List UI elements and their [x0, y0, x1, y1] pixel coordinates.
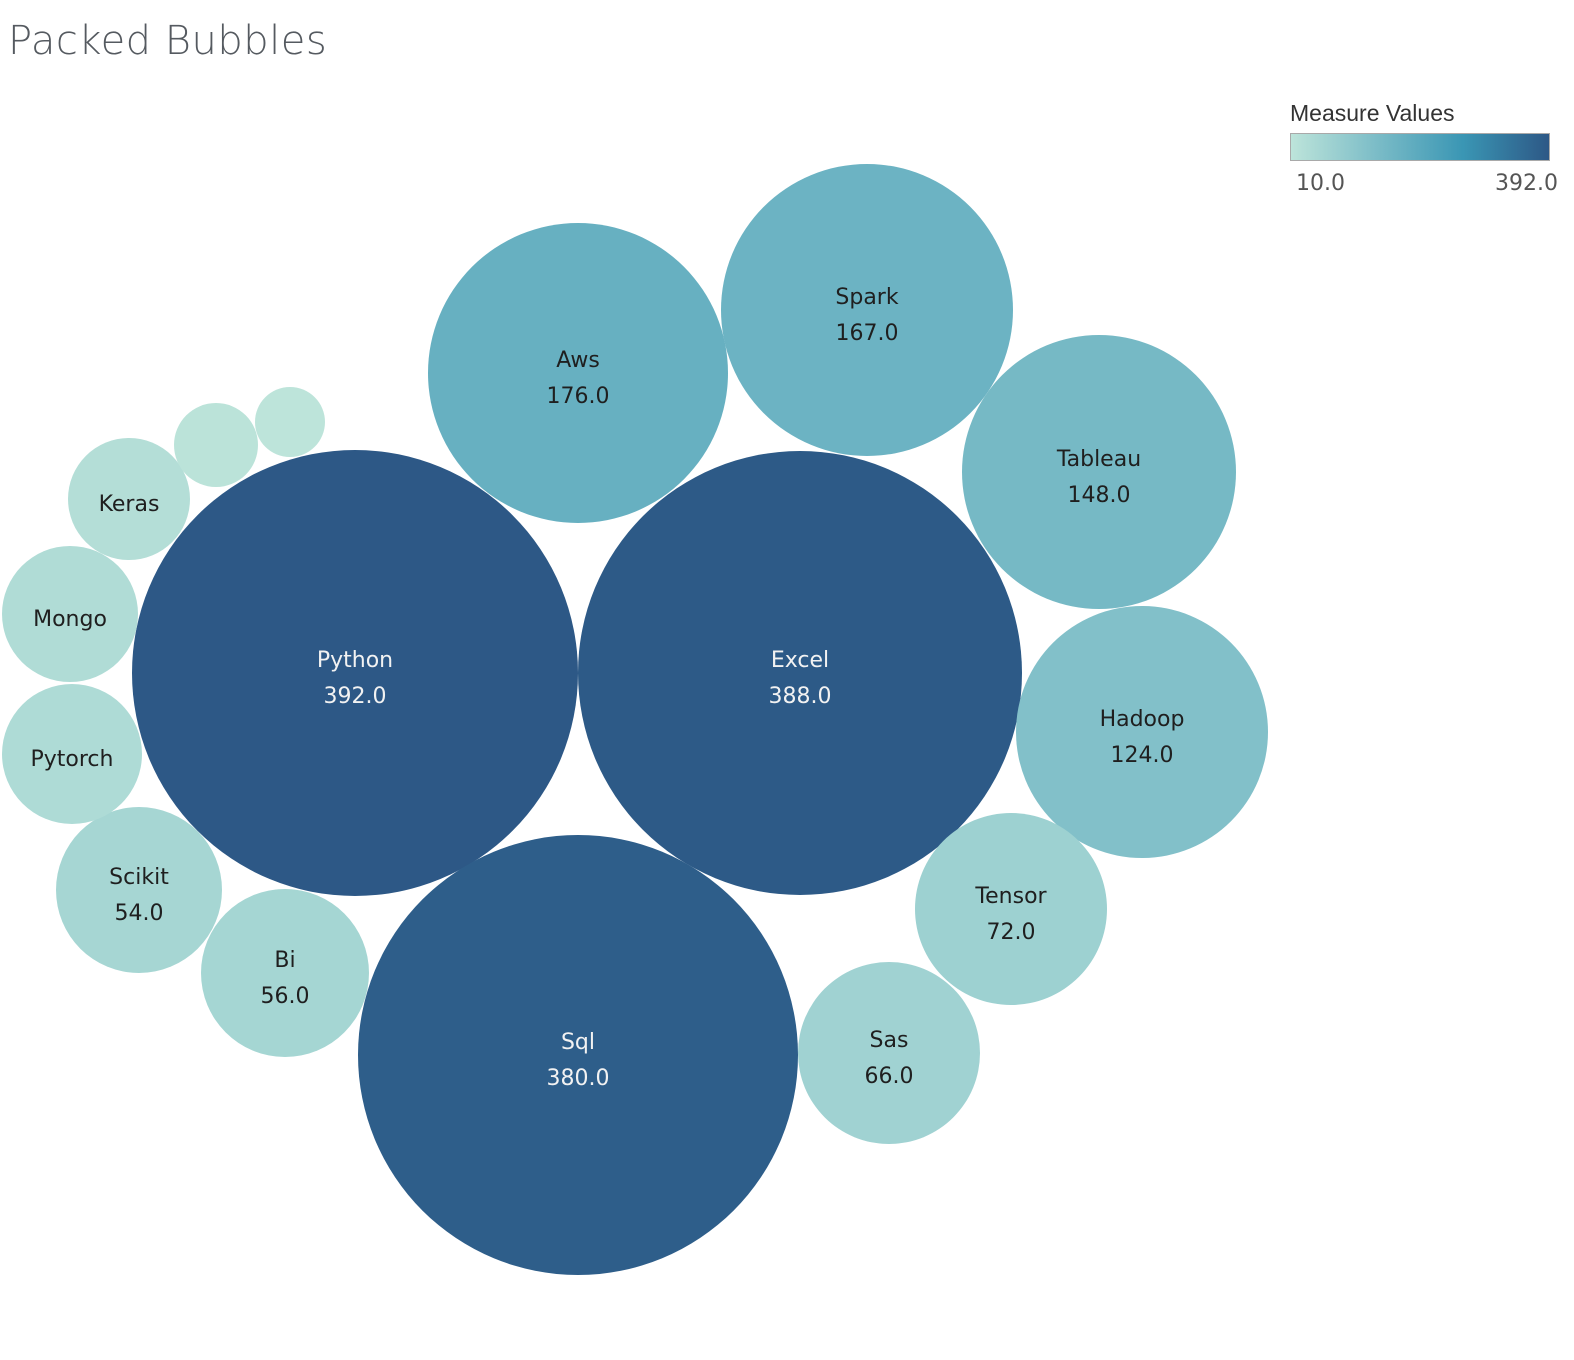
legend-title: Measure Values	[1290, 100, 1455, 126]
bubble-circle[interactable]	[428, 223, 728, 523]
bubble-value-label: 56.0	[261, 984, 310, 1009]
bubble-label: Sas	[870, 1028, 909, 1053]
bubble-unlabeled-14[interactable]	[174, 403, 258, 487]
bubble-value-label: 176.0	[547, 384, 610, 409]
bubble-circle[interactable]	[2, 684, 142, 824]
legend-labels: 10.0 392.0	[1290, 171, 1560, 201]
bubble-circle[interactable]	[201, 889, 369, 1057]
bubble-value-label: 72.0	[987, 920, 1036, 945]
bubble-bi[interactable]: Bi 56.0	[201, 889, 369, 1057]
bubble-circle[interactable]	[255, 387, 325, 457]
bubble-aws[interactable]: Aws 176.0	[428, 223, 728, 523]
bubble-value-label: 148.0	[1068, 483, 1131, 508]
bubble-scikit[interactable]: Scikit 54.0	[56, 807, 222, 973]
bubble-keras[interactable]: Keras	[68, 438, 190, 560]
bubble-circle[interactable]	[721, 164, 1013, 456]
bubble-label: Python	[317, 648, 393, 673]
bubble-python[interactable]: Python 392.0	[132, 450, 578, 896]
bubble-circle[interactable]	[915, 813, 1107, 1005]
bubble-value-label: 54.0	[115, 901, 164, 926]
bubble-label: Pytorch	[31, 747, 114, 772]
bubble-value-label: 392.0	[324, 684, 387, 709]
bubble-unlabeled-15[interactable]	[255, 387, 325, 457]
bubble-label: Sql	[561, 1030, 595, 1055]
bubble-sas[interactable]: Sas 66.0	[798, 962, 980, 1144]
bubble-value-label: 124.0	[1111, 743, 1174, 768]
bubble-label: Scikit	[109, 865, 169, 890]
bubble-circle[interactable]	[68, 438, 190, 560]
bubble-label: Tensor	[974, 884, 1047, 909]
bubble-label: Tableau	[1056, 447, 1141, 472]
bubble-label: Spark	[835, 285, 898, 310]
bubble-pytorch[interactable]: Pytorch	[2, 684, 142, 824]
bubble-tableau[interactable]: Tableau 148.0	[962, 335, 1236, 609]
bubble-label: Excel	[771, 648, 829, 673]
bubble-label: Keras	[99, 492, 160, 517]
bubble-label: Bi	[274, 948, 295, 973]
legend-min-label: 10.0	[1296, 171, 1345, 196]
bubble-label: Mongo	[33, 607, 107, 632]
bubble-value-label: 388.0	[769, 684, 832, 709]
bubble-circle[interactable]	[798, 962, 980, 1144]
bubble-sql[interactable]: Sql 380.0	[358, 835, 798, 1275]
bubble-tensor[interactable]: Tensor 72.0	[915, 813, 1107, 1005]
bubble-value-label: 380.0	[547, 1066, 610, 1091]
bubble-circle[interactable]	[578, 451, 1022, 895]
legend-gradient	[1290, 133, 1550, 161]
bubble-circle[interactable]	[358, 835, 798, 1275]
bubble-excel[interactable]: Excel 388.0	[578, 451, 1022, 895]
bubble-label: Hadoop	[1100, 707, 1185, 732]
color-legend: Measure Values 10.0 392.0	[1290, 100, 1560, 201]
bubble-value-label: 167.0	[836, 321, 899, 346]
bubble-circle[interactable]	[1016, 606, 1268, 858]
bubble-spark[interactable]: Spark 167.0	[721, 164, 1013, 456]
legend-max-label: 392.0	[1495, 171, 1558, 196]
bubble-circle[interactable]	[962, 335, 1236, 609]
bubble-mongo[interactable]: Mongo	[2, 546, 138, 682]
bubble-circle[interactable]	[56, 807, 222, 973]
bubble-circle[interactable]	[2, 546, 138, 682]
bubble-circle[interactable]	[132, 450, 578, 896]
chart-title: Packed Bubbles	[8, 18, 328, 64]
bubble-label: Aws	[556, 348, 600, 373]
bubble-hadoop[interactable]: Hadoop 124.0	[1016, 606, 1268, 858]
bubble-circle[interactable]	[174, 403, 258, 487]
bubble-value-label: 66.0	[865, 1064, 914, 1089]
